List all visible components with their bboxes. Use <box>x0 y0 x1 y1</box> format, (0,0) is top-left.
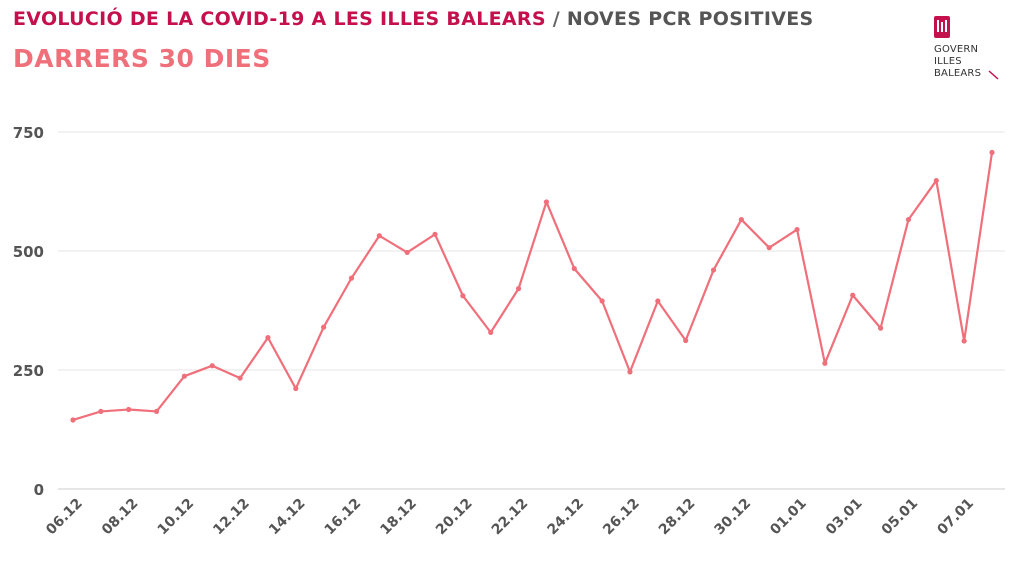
data-point <box>655 298 661 304</box>
title-separator: / <box>545 8 567 30</box>
title-part-1: EVOLUCIÓ DE LA COVID-19 A LES ILLES BALE… <box>13 8 546 30</box>
y-tick-label: 750 <box>13 124 44 142</box>
data-point <box>293 385 299 392</box>
data-point <box>878 325 884 331</box>
x-tick-label: 05.01 <box>879 496 922 539</box>
data-point <box>181 373 187 379</box>
chart-title: EVOLUCIÓ DE LA COVID-19 A LES ILLES BALE… <box>13 8 813 30</box>
y-axis: 0 250 500 750 <box>13 124 44 499</box>
data-point <box>237 375 243 381</box>
data-point <box>905 216 912 223</box>
govern-logo: GOVERN ILLES BALEARS <box>928 12 1008 86</box>
x-axis: 06.12 08.12 10.12 12.12 14.12 16.12 18.12 20.12… <box>43 496 977 539</box>
govern-illes-balears-logo-icon <box>934 16 950 38</box>
x-tick-label: 16.12 <box>322 496 365 539</box>
data-point <box>794 226 800 233</box>
series-pcr-positives <box>70 149 995 423</box>
data-point <box>126 406 132 413</box>
data-point <box>70 417 76 423</box>
data-point <box>766 245 772 251</box>
data-point <box>460 293 466 299</box>
data-point <box>488 329 494 335</box>
title-part-2: NOVES PCR POSITIVES <box>566 8 814 30</box>
data-point <box>432 231 438 237</box>
x-tick-label: 12.12 <box>210 496 253 539</box>
series-line <box>72 152 994 422</box>
data-point <box>933 177 939 184</box>
data-point <box>153 408 160 415</box>
data-point <box>822 360 828 366</box>
x-tick-label: 10.12 <box>155 496 198 539</box>
data-point <box>543 199 550 205</box>
x-tick-label: 14.12 <box>266 496 309 539</box>
x-tick-label: 08.12 <box>99 496 142 539</box>
data-point <box>348 275 355 281</box>
x-tick-label: 18.12 <box>377 496 420 539</box>
x-tick-label: 06.12 <box>43 496 86 539</box>
data-point <box>850 292 856 298</box>
x-tick-label: 20.12 <box>433 496 476 539</box>
logo-slash-icon <box>988 70 999 80</box>
data-point <box>599 298 605 304</box>
logo-text: GOVERN ILLES BALEARS <box>934 44 982 79</box>
data-point <box>989 149 995 156</box>
y-tick-label: 0 <box>34 481 44 499</box>
x-tick-label: 01.01 <box>767 496 810 539</box>
grid-lines <box>58 131 1005 490</box>
data-point <box>404 249 410 256</box>
x-tick-label: 24.12 <box>544 496 587 539</box>
data-point <box>571 266 577 272</box>
x-tick-label: 30.12 <box>712 496 755 539</box>
data-point <box>627 369 633 375</box>
x-tick-label: 28.12 <box>656 496 699 539</box>
data-point <box>961 338 967 344</box>
data-point <box>321 324 327 330</box>
y-tick-label: 250 <box>13 362 44 380</box>
data-point <box>265 335 271 341</box>
x-tick-label: 22.12 <box>489 496 532 539</box>
chart-subtitle: DARRERS 30 DIES <box>13 44 271 73</box>
data-point <box>98 408 104 415</box>
y-tick-label: 500 <box>13 243 44 261</box>
x-tick-label: 26.12 <box>600 496 643 539</box>
data-point <box>376 233 382 239</box>
data-point <box>209 363 215 369</box>
x-tick-label: 07.01 <box>934 496 977 539</box>
data-point <box>515 286 522 292</box>
data-point <box>683 337 689 344</box>
x-tick-label: 03.01 <box>823 496 866 539</box>
data-point <box>738 216 744 223</box>
data-point <box>710 267 717 273</box>
